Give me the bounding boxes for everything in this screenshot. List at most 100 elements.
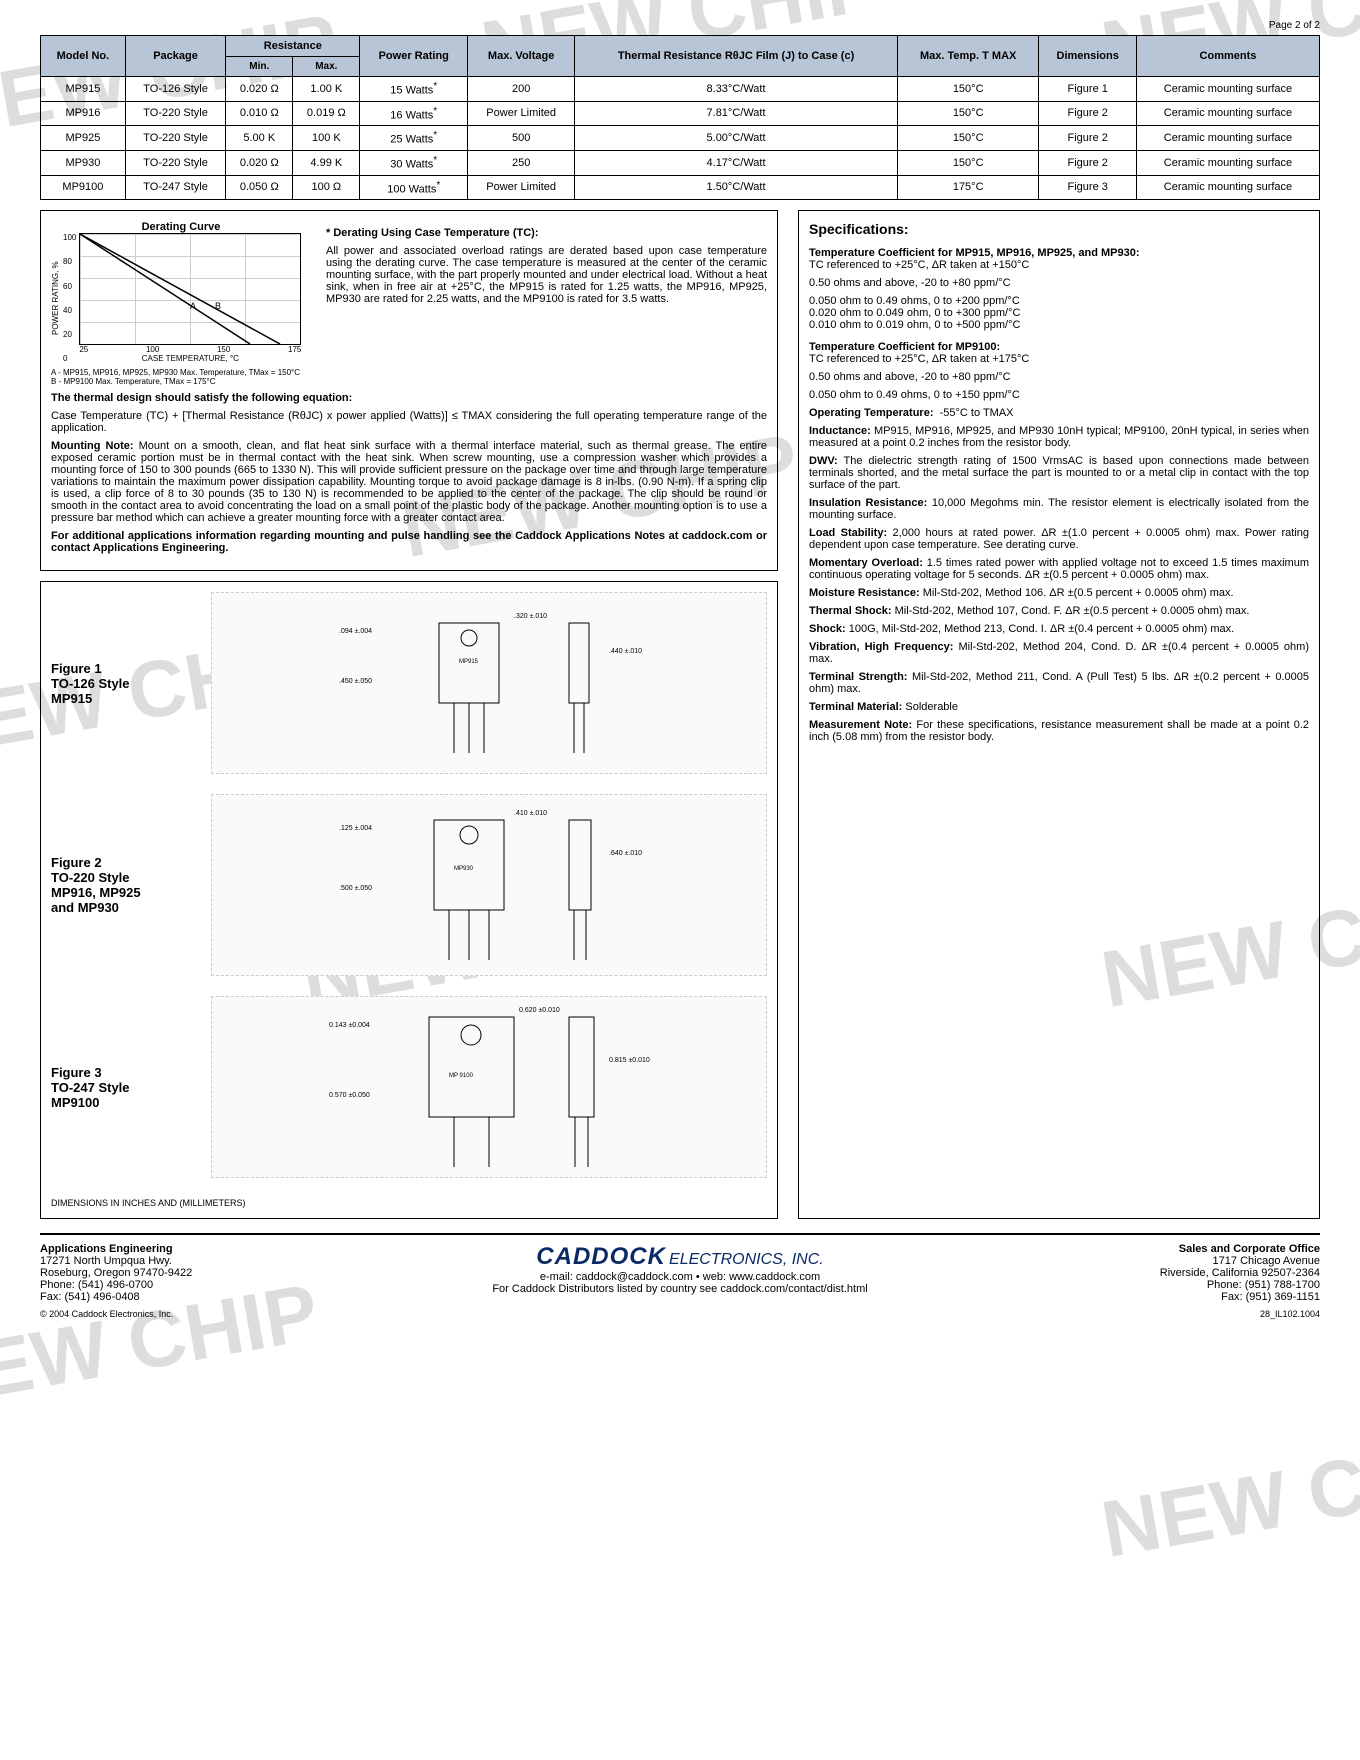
table-cell: Ceramic mounting surface bbox=[1136, 101, 1319, 126]
th-model: Model No. bbox=[41, 36, 126, 77]
svg-text:.125 ±.004: .125 ±.004 bbox=[339, 825, 372, 832]
table-cell: 25 Watts* bbox=[360, 126, 468, 151]
table-cell: 200 bbox=[468, 77, 575, 102]
ts-body: Mil-Std-202, Method 107, Cond. F. ΔR ±(0… bbox=[895, 605, 1250, 617]
dwv-h: DWV: bbox=[809, 455, 838, 467]
logo-main: CADDOCK bbox=[536, 1243, 666, 1270]
svg-text:.640 ±.010: .640 ±.010 bbox=[609, 850, 642, 857]
table-cell: 100 Watts* bbox=[360, 175, 468, 200]
th-dim: Dimensions bbox=[1039, 36, 1137, 77]
svg-text:.500 ±.050: .500 ±.050 bbox=[339, 885, 372, 892]
table-cell: 1.00 K bbox=[293, 77, 360, 102]
thermal-more: For additional applications information … bbox=[51, 530, 767, 554]
table-cell: Ceramic mounting surface bbox=[1136, 77, 1319, 102]
svg-text:A: A bbox=[190, 301, 196, 311]
table-cell: MP930 bbox=[41, 150, 126, 175]
fig1-l1: Figure 1 bbox=[51, 661, 191, 676]
table-row: MP915TO-126 Style0.020 Ω1.00 K15 Watts*2… bbox=[41, 77, 1320, 102]
table-cell: Ceramic mounting surface bbox=[1136, 175, 1319, 200]
specs-heading: Specifications: bbox=[809, 221, 1309, 237]
th-resistance: Resistance bbox=[226, 36, 360, 57]
fig1-l2: TO-126 Style bbox=[51, 676, 191, 691]
vh-h: Vibration, High Frequency: bbox=[809, 641, 953, 653]
table-cell: TO-247 Style bbox=[125, 175, 225, 200]
table-cell: 150°C bbox=[897, 126, 1039, 151]
tstr-h: Terminal Strength: bbox=[809, 671, 907, 683]
table-cell: Figure 1 bbox=[1039, 77, 1137, 102]
tc1-line1: 0.050 ohm to 0.49 ohms, 0 to +200 ppm/°C bbox=[809, 295, 1309, 307]
fig3-l1: Figure 3 bbox=[51, 1065, 191, 1080]
footer: Applications Engineering 17271 North Ump… bbox=[40, 1233, 1320, 1303]
page-number: Page 2 of 2 bbox=[40, 20, 1320, 31]
table-row: MP930TO-220 Style0.020 Ω4.99 K30 Watts*2… bbox=[41, 150, 1320, 175]
svg-text:.440 ±.010: .440 ±.010 bbox=[609, 648, 642, 655]
table-cell: 0.019 Ω bbox=[293, 101, 360, 126]
table-cell: 15 Watts* bbox=[360, 77, 468, 102]
fig3-diagram: 0.143 ±0.0040.570 ±0.0500.620 ±0.0100.81… bbox=[211, 996, 767, 1178]
sales-addr1: 1717 Chicago Avenue bbox=[1213, 1255, 1320, 1267]
table-cell: MP9100 bbox=[41, 175, 126, 200]
derating-star-title: * Derating Using Case Temperature (TC): bbox=[326, 227, 539, 239]
tc2-ref: TC referenced to +25°C, ΔR taken at +175… bbox=[809, 353, 1309, 365]
svg-text:0.620 ±0.010: 0.620 ±0.010 bbox=[519, 1007, 560, 1014]
mount-body: Mount on a smooth, clean, and flat heat … bbox=[51, 440, 767, 524]
app-fax: Fax: (541) 496-0408 bbox=[40, 1291, 140, 1303]
mn-h: Measurement Note: bbox=[809, 719, 912, 731]
chart-legend-b: B - MP9100 Max. Temperature, TMax = 175°… bbox=[51, 377, 311, 386]
tm-h: Terminal Material: bbox=[809, 701, 902, 713]
tc2-heading: Temperature Coefficient for MP9100: bbox=[809, 341, 1309, 353]
table-cell: 0.020 Ω bbox=[226, 150, 293, 175]
mr-h: Moisture Resistance: bbox=[809, 587, 920, 599]
derating-title: Derating Curve bbox=[51, 221, 311, 233]
tc1-line3: 0.010 ohm to 0.019 ohm, 0 to +500 ppm/°C bbox=[809, 319, 1309, 331]
sales-fax: Fax: (951) 369-1151 bbox=[1221, 1291, 1320, 1303]
table-cell: 0.020 Ω bbox=[226, 77, 293, 102]
chart-ylabel: POWER RATING, % bbox=[51, 233, 60, 363]
svg-text:.320 ±.010: .320 ±.010 bbox=[514, 613, 547, 620]
thermal-eq: Case Temperature (TC) + [Thermal Resista… bbox=[51, 410, 767, 434]
sales-addr2: Riverside, California 92507-2364 bbox=[1160, 1267, 1320, 1279]
th-maxtemp: Max. Temp. T MAX bbox=[897, 36, 1039, 77]
app-phone: Phone: (541) 496-0700 bbox=[40, 1279, 153, 1291]
ind-h: Inductance: bbox=[809, 425, 871, 437]
th-comments: Comments bbox=[1136, 36, 1319, 77]
tm-body: Solderable bbox=[905, 701, 958, 713]
table-cell: 150°C bbox=[897, 150, 1039, 175]
sh-h: Shock: bbox=[809, 623, 846, 635]
svg-text:.410 ±.010: .410 ±.010 bbox=[514, 810, 547, 817]
table-cell: MP925 bbox=[41, 126, 126, 151]
tc1-heading: Temperature Coefficient for MP915, MP916… bbox=[809, 247, 1309, 259]
figures-note: DIMENSIONS IN INCHES AND (MILLIMETERS) bbox=[51, 1198, 767, 1208]
table-cell: Ceramic mounting surface bbox=[1136, 126, 1319, 151]
ts-h: Thermal Shock: bbox=[809, 605, 892, 617]
table-cell: 5.00 K bbox=[226, 126, 293, 151]
table-cell: 5.00°C/Watt bbox=[575, 126, 898, 151]
derating-box: Derating Curve POWER RATING, % 100806040… bbox=[40, 210, 778, 571]
svg-text:0.143 ±0.004: 0.143 ±0.004 bbox=[329, 1022, 370, 1029]
mo-h: Momentary Overload: bbox=[809, 557, 923, 569]
svg-text:MP 9100: MP 9100 bbox=[449, 1073, 474, 1079]
th-maxv: Max. Voltage bbox=[468, 36, 575, 77]
table-cell: 175°C bbox=[897, 175, 1039, 200]
table-cell: 100 K bbox=[293, 126, 360, 151]
table-row: MP9100TO-247 Style0.050 Ω100 Ω100 Watts*… bbox=[41, 175, 1320, 200]
fig2-l1: Figure 2 bbox=[51, 855, 191, 870]
table-cell: Power Limited bbox=[468, 101, 575, 126]
copyright: © 2004 Caddock Electronics, Inc. bbox=[40, 1309, 173, 1319]
figures-box: Figure 1 TO-126 Style MP915 .094 ±.004.4… bbox=[40, 581, 778, 1219]
footer-email: e-mail: caddock@caddock.com • web: www.c… bbox=[540, 1271, 820, 1283]
chart-legend-a: A - MP915, MP916, MP925, MP930 Max. Temp… bbox=[51, 368, 311, 377]
watermark: NEW CHIP bbox=[1095, 1416, 1360, 1576]
fig3-l3: MP9100 bbox=[51, 1095, 191, 1110]
table-cell: MP915 bbox=[41, 77, 126, 102]
fig1-diagram: .094 ±.004.450 ±.050.320 ±.010.440 ±.010… bbox=[211, 592, 767, 774]
mr-body: Mil-Std-202, Method 106. ΔR ±(0.5 percen… bbox=[923, 587, 1234, 599]
table-cell: TO-220 Style bbox=[125, 101, 225, 126]
app-addr2: Roseburg, Oregon 97470-9422 bbox=[40, 1267, 192, 1279]
table-cell: 8.33°C/Watt bbox=[575, 77, 898, 102]
table-cell: Ceramic mounting surface bbox=[1136, 150, 1319, 175]
table-cell: Figure 2 bbox=[1039, 101, 1137, 126]
optemp-h: Operating Temperature: bbox=[809, 407, 934, 419]
ls-h: Load Stability: bbox=[809, 527, 887, 539]
th-min: Min. bbox=[226, 57, 293, 77]
